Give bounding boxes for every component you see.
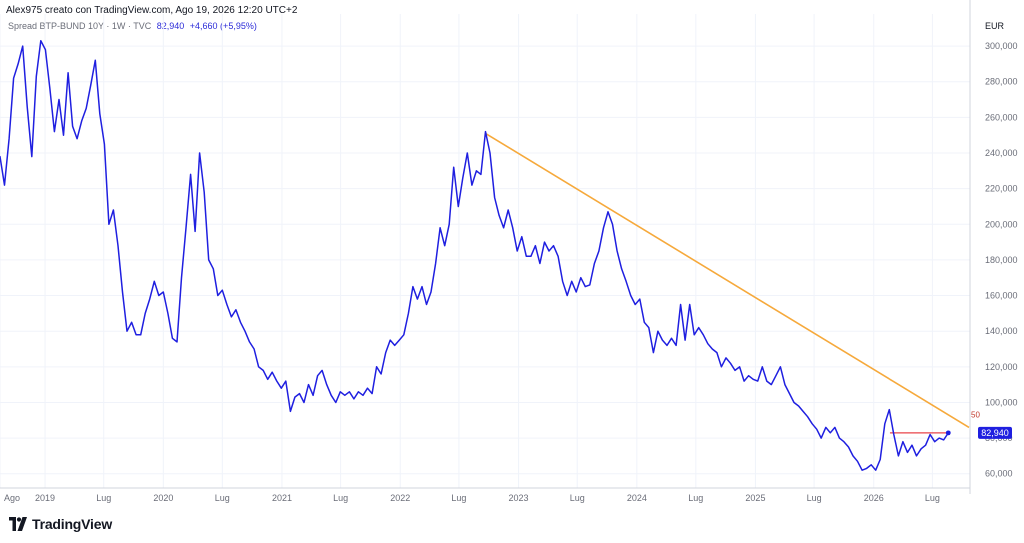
x-tick-label: Lug	[807, 493, 822, 503]
series-line	[0, 39, 950, 471]
y-tick-label: 220,000	[985, 184, 1018, 194]
y-tick-label: 260,000	[985, 112, 1018, 122]
y-tick-label: 60,000	[985, 469, 1013, 479]
grid-lines	[0, 14, 970, 488]
price-axis: 60,00080,000100,000120,000140,000160,000…	[969, 0, 1018, 494]
y-tick-label: 100,000	[985, 397, 1018, 407]
x-tick-label: Ago	[4, 493, 20, 503]
y-tick-label: 180,000	[985, 255, 1018, 265]
y-tick-label: 240,000	[985, 148, 1018, 158]
y-tick-label: 160,000	[985, 291, 1018, 301]
last-price-badge-text: 82,940	[981, 428, 1009, 438]
legend-change: +4,660 (+5,95%)	[189, 21, 257, 31]
x-tick-label: Lug	[215, 493, 230, 503]
brand-name: TradingView	[32, 516, 113, 532]
chart-credit: Alex975 creato con TradingView.com, Ago …	[6, 5, 298, 16]
series-group	[0, 39, 951, 471]
y-tick-label: 300,000	[985, 41, 1018, 51]
axis-currency-label: EUR	[985, 21, 1005, 31]
trendline-label: 50	[971, 411, 980, 420]
series-legend[interactable]: Spread BTP-BUND 10Y · 1W · TVC 82,940 +4…	[8, 21, 257, 31]
y-tick-label: 280,000	[985, 77, 1018, 87]
tradingview-logo-icon	[9, 517, 27, 531]
x-tick-label: 2023	[509, 493, 529, 503]
last-price-badge	[978, 426, 1012, 439]
x-tick-label: Lug	[925, 493, 940, 503]
x-tick-label: 2025	[745, 493, 765, 503]
last-point-marker	[945, 430, 951, 436]
legend-last-value: 82,940	[156, 21, 185, 31]
tradingview-brand[interactable]: TradingView	[8, 516, 112, 532]
y-tick-label: 140,000	[985, 326, 1018, 336]
x-tick-label: 2026	[864, 493, 884, 503]
x-tick-label: Lug	[451, 493, 466, 503]
legend-symbol: Spread BTP-BUND 10Y · 1W · TVC	[8, 21, 152, 31]
y-tick-label: 200,000	[985, 219, 1018, 229]
x-tick-label: Lug	[333, 493, 348, 503]
trendline-group: 50	[485, 132, 980, 434]
badges-group: 82,940	[978, 426, 1012, 439]
x-tick-label: 2021	[272, 493, 292, 503]
x-tick-label: 2024	[627, 493, 647, 503]
x-tick-label: Lug	[96, 493, 111, 503]
time-axis: Ago 2019 Lug 2020 Lug 2021 Lug 2022 Lug 2023 Lug 20…	[0, 487, 970, 503]
x-tick-label: 2020	[153, 493, 173, 503]
x-tick-label: 2022	[390, 493, 410, 503]
trendline	[485, 132, 970, 429]
y-tick-label: 120,000	[985, 362, 1018, 372]
x-tick-label: Lug	[570, 493, 585, 503]
x-tick-label: Lug	[688, 493, 703, 503]
x-tick-label: 2019	[35, 493, 55, 503]
